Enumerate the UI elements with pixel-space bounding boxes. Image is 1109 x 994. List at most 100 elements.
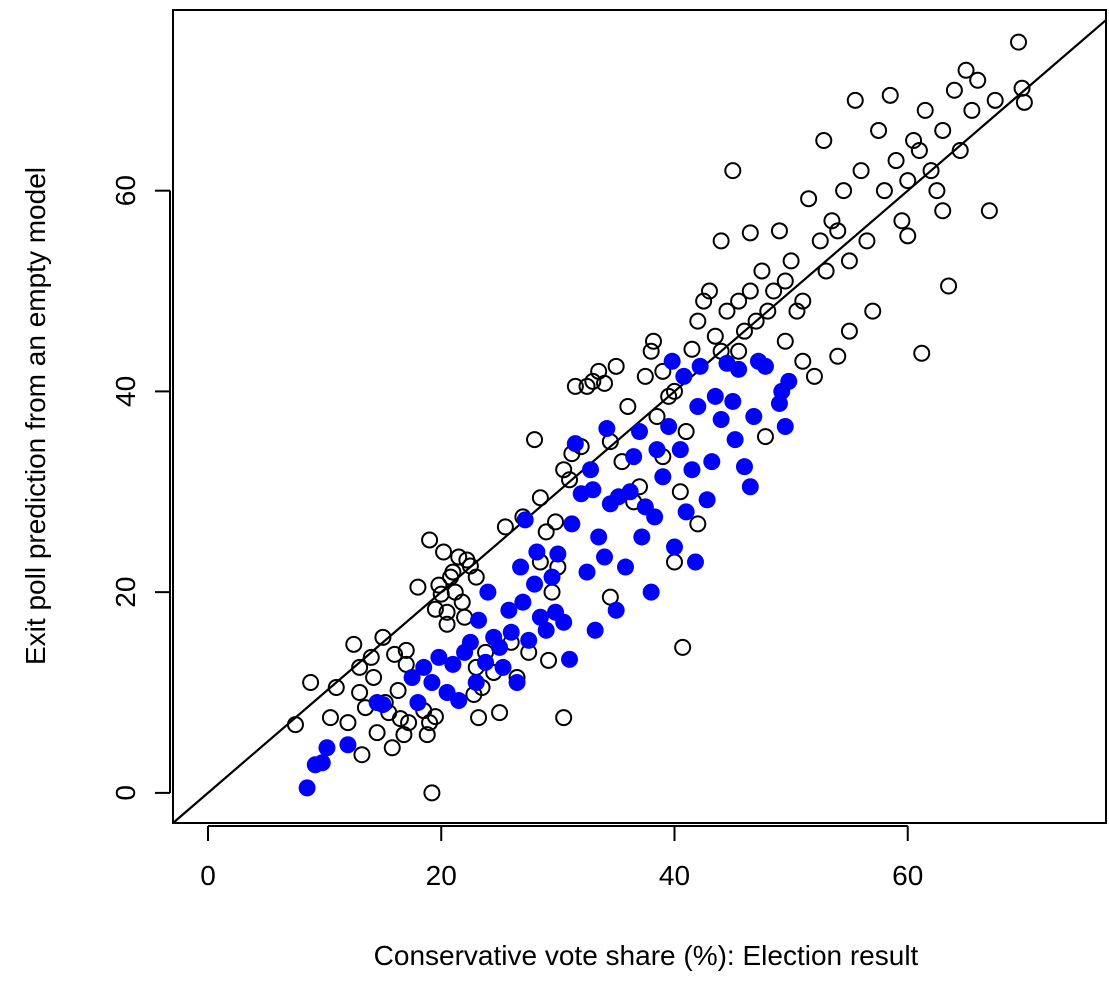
open-point [368, 724, 386, 742]
open-point [829, 222, 847, 240]
filled-point [461, 633, 479, 651]
filled-point [683, 461, 701, 479]
filled-point [689, 397, 707, 415]
open-point [695, 292, 713, 310]
filled-point [590, 528, 608, 546]
open-point [438, 615, 456, 633]
open-point [400, 714, 418, 732]
open-point [899, 172, 917, 190]
open-point [345, 635, 363, 653]
open-point [770, 222, 788, 240]
filled-point [444, 655, 462, 673]
open-point [805, 367, 823, 385]
y-tick-label: 40 [110, 376, 141, 407]
open-point [409, 578, 427, 596]
open-point [351, 658, 369, 676]
filled-point [756, 357, 774, 375]
filled-point [479, 583, 497, 601]
open-point [741, 224, 759, 242]
open-point [811, 232, 829, 250]
open-point [794, 292, 812, 310]
filled-point [582, 461, 600, 479]
open-point [683, 340, 701, 358]
filled-point [648, 441, 666, 459]
filled-point [537, 621, 555, 639]
open-point [432, 585, 450, 603]
open-point [339, 714, 357, 732]
x-axis: 0 20 40 60 [200, 825, 923, 891]
open-point [934, 202, 952, 220]
open-point [759, 302, 777, 320]
filled-point [374, 696, 392, 714]
open-point [910, 142, 928, 160]
open-point [963, 101, 981, 119]
open-point [881, 86, 899, 104]
open-point [945, 81, 963, 99]
open-point [561, 471, 579, 489]
open-point [922, 162, 940, 180]
filled-point [467, 673, 485, 691]
open-point [543, 583, 561, 601]
open-point [899, 227, 917, 245]
open-point [829, 347, 847, 365]
open-point [456, 608, 474, 626]
open-point [840, 322, 858, 340]
open-point [1010, 33, 1028, 51]
open-point [584, 372, 602, 390]
open-point [735, 322, 753, 340]
open-point [1015, 93, 1033, 111]
filled-point [470, 611, 488, 629]
filled-point [706, 387, 724, 405]
open-point [435, 543, 453, 561]
filled-point [691, 357, 709, 375]
plot-frame [172, 9, 1107, 824]
open-point [782, 252, 800, 270]
open-point [389, 682, 407, 700]
open-point [928, 182, 946, 200]
open-point [540, 651, 558, 669]
open-point [450, 548, 468, 566]
open-point [496, 518, 514, 536]
open-point [444, 563, 462, 581]
open-point [840, 252, 858, 270]
open-point [712, 232, 730, 250]
filled-point [735, 458, 753, 476]
filled-point [741, 478, 759, 496]
filled-point [450, 692, 468, 710]
filled-point [617, 558, 635, 576]
x-tick-label: 40 [659, 860, 690, 891]
open-point [718, 302, 736, 320]
filled-point [520, 631, 538, 649]
filled-point [621, 483, 639, 501]
filled-point [631, 423, 648, 441]
y-tick-label: 0 [110, 785, 141, 801]
open-point [660, 387, 678, 405]
filled-point [654, 468, 672, 486]
open-point [430, 576, 448, 594]
filled-point [528, 543, 546, 561]
open-point [555, 709, 573, 727]
open-point [741, 282, 759, 300]
filled-point [726, 431, 744, 449]
open-point [537, 523, 555, 541]
open-point [870, 121, 888, 139]
x-tick-label: 20 [426, 860, 457, 891]
filled-point [549, 545, 567, 563]
open-point [858, 232, 876, 250]
open-point [555, 461, 573, 479]
filled-point [494, 658, 512, 676]
open-point [353, 746, 371, 764]
open-point [351, 684, 369, 702]
open-point [654, 362, 672, 380]
filled-point [780, 372, 798, 390]
open-point [940, 277, 958, 295]
filled-point [508, 673, 526, 691]
open-point [864, 302, 882, 320]
open-point [470, 709, 488, 727]
open-point [391, 710, 409, 728]
open-point [905, 131, 923, 149]
open-point [747, 312, 765, 330]
filled-point [555, 613, 573, 631]
data-points [286, 33, 1033, 802]
open-point [531, 489, 549, 507]
